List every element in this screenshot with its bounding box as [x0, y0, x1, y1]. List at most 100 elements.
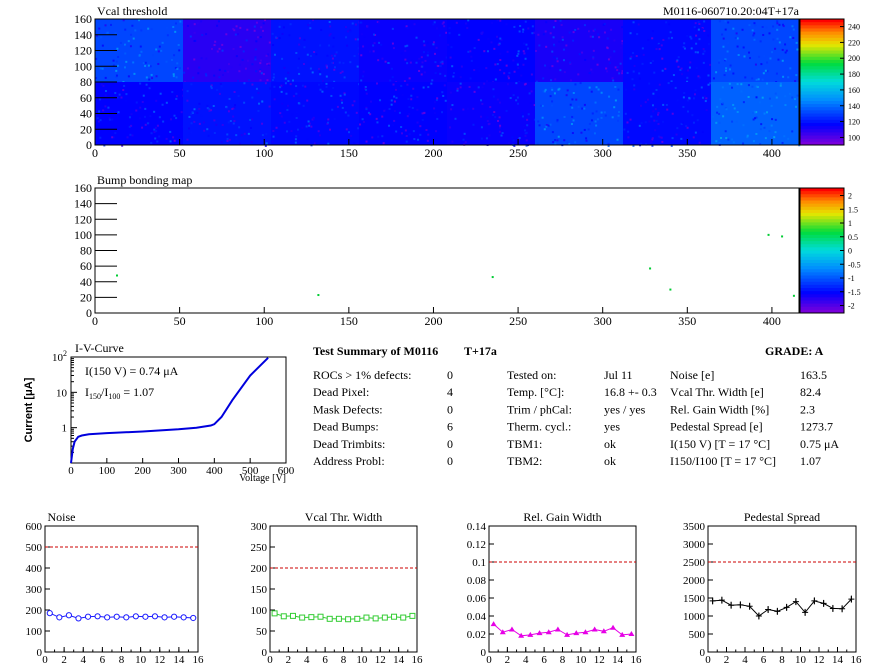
x-tick-label: 10: [795, 654, 807, 666]
pixel-noise: [430, 82, 433, 85]
colorbar-band: [800, 213, 844, 217]
pixel-noise: [221, 43, 224, 46]
pixel-noise: [561, 38, 564, 41]
x-tick-label: 8: [341, 654, 347, 666]
summary-value: 0: [447, 437, 453, 451]
pixel-noise: [753, 32, 756, 35]
pixel-noise: [139, 82, 142, 85]
pixel-noise: [677, 56, 680, 59]
pixel-noise: [631, 78, 634, 81]
pixel-noise: [711, 115, 714, 118]
pixel-noise: [169, 130, 172, 133]
pixel-noise: [646, 98, 649, 101]
pixel-noise: [698, 141, 701, 144]
pixel-noise: [130, 113, 133, 116]
pixel-noise: [210, 87, 213, 90]
pixel-noise: [527, 113, 530, 116]
colorbar-band: [800, 97, 844, 102]
pixel-noise: [115, 60, 118, 63]
pixel-noise: [298, 94, 301, 97]
pixel-noise: [418, 57, 421, 60]
pixel-noise: [308, 124, 311, 127]
pixel-noise: [132, 37, 135, 40]
pixel-noise: [686, 34, 689, 37]
dead-bump: [669, 288, 672, 291]
y-tick-label: 100: [74, 228, 92, 242]
pixel-noise: [521, 114, 524, 117]
pixel-noise: [309, 55, 312, 58]
pixel-noise: [155, 130, 158, 133]
y-tick-label: 0.06: [467, 593, 487, 605]
x-tick-label: 8: [560, 654, 566, 666]
pixel-noise: [765, 26, 768, 29]
pixel-noise: [651, 104, 654, 107]
pixel-noise: [503, 72, 506, 75]
pixel-noise: [436, 117, 439, 120]
colorbar-band: [800, 141, 844, 146]
pixel-noise: [361, 75, 364, 78]
pixel-noise: [365, 88, 368, 91]
pixel-noise: [583, 24, 586, 27]
pixel-noise: [360, 79, 363, 82]
x-tick-label: 14: [832, 654, 844, 666]
colorbar-band: [800, 269, 844, 273]
pixel-noise: [574, 28, 577, 31]
data-point: [289, 612, 296, 619]
pixel-noise: [650, 115, 653, 118]
x-tick-label: 50: [174, 146, 186, 160]
pixel-noise: [784, 95, 787, 98]
pixel-noise: [664, 67, 667, 70]
pixel-noise: [626, 121, 629, 124]
pixel-noise: [382, 142, 385, 145]
pixel-noise: [575, 98, 578, 101]
pixel-noise: [229, 120, 232, 123]
pixel-noise: [95, 57, 98, 60]
pixel-noise: [148, 87, 151, 90]
pixel-noise: [724, 107, 727, 110]
pixel-noise: [129, 45, 132, 48]
pixel-noise: [716, 111, 719, 114]
pixel-noise: [288, 120, 291, 123]
x-tick-label: 300: [594, 314, 612, 328]
pixel-noise: [571, 98, 574, 101]
pixel-noise: [104, 90, 107, 93]
pixel-noise: [226, 137, 229, 140]
pixel-noise: [787, 137, 790, 140]
pixel-noise: [265, 54, 268, 57]
x-tick-label: 8: [119, 654, 125, 666]
pixel-noise: [100, 83, 103, 86]
z-tick-label: 0: [848, 247, 852, 256]
pixel-noise: [213, 119, 216, 122]
pixel-noise: [341, 101, 344, 104]
pixel-noise: [335, 51, 338, 54]
x-tick-label: 0: [267, 654, 273, 666]
pixel-noise: [151, 77, 154, 80]
pixel-noise: [141, 100, 144, 103]
pixel-noise: [183, 71, 186, 74]
pixel-noise: [273, 53, 276, 56]
colorbar-band: [800, 288, 844, 292]
x-tick-label: 0: [92, 314, 98, 328]
data-point: [326, 615, 333, 622]
roc-cell: [183, 82, 271, 145]
pixel-noise: [390, 99, 393, 102]
pixel-noise: [613, 39, 616, 42]
pixel-noise: [587, 30, 590, 33]
y-tick-label: 60: [80, 91, 92, 105]
pixel-noise: [255, 21, 258, 24]
pixel-noise: [320, 82, 323, 85]
pixel-noise: [748, 24, 751, 27]
pixel-noise: [202, 121, 205, 124]
pixel-noise: [179, 138, 182, 141]
pixel-noise: [552, 43, 555, 46]
pixel-noise: [703, 50, 706, 53]
pixel-noise: [592, 57, 595, 60]
pixel-noise: [281, 102, 284, 105]
pixel-noise: [459, 82, 462, 85]
pixel-noise: [525, 144, 528, 147]
pixel-noise: [740, 90, 743, 93]
pixel-noise: [109, 118, 112, 121]
pixel-noise: [621, 42, 624, 45]
pixel-noise: [623, 83, 626, 86]
colorbar-band: [800, 104, 844, 108]
